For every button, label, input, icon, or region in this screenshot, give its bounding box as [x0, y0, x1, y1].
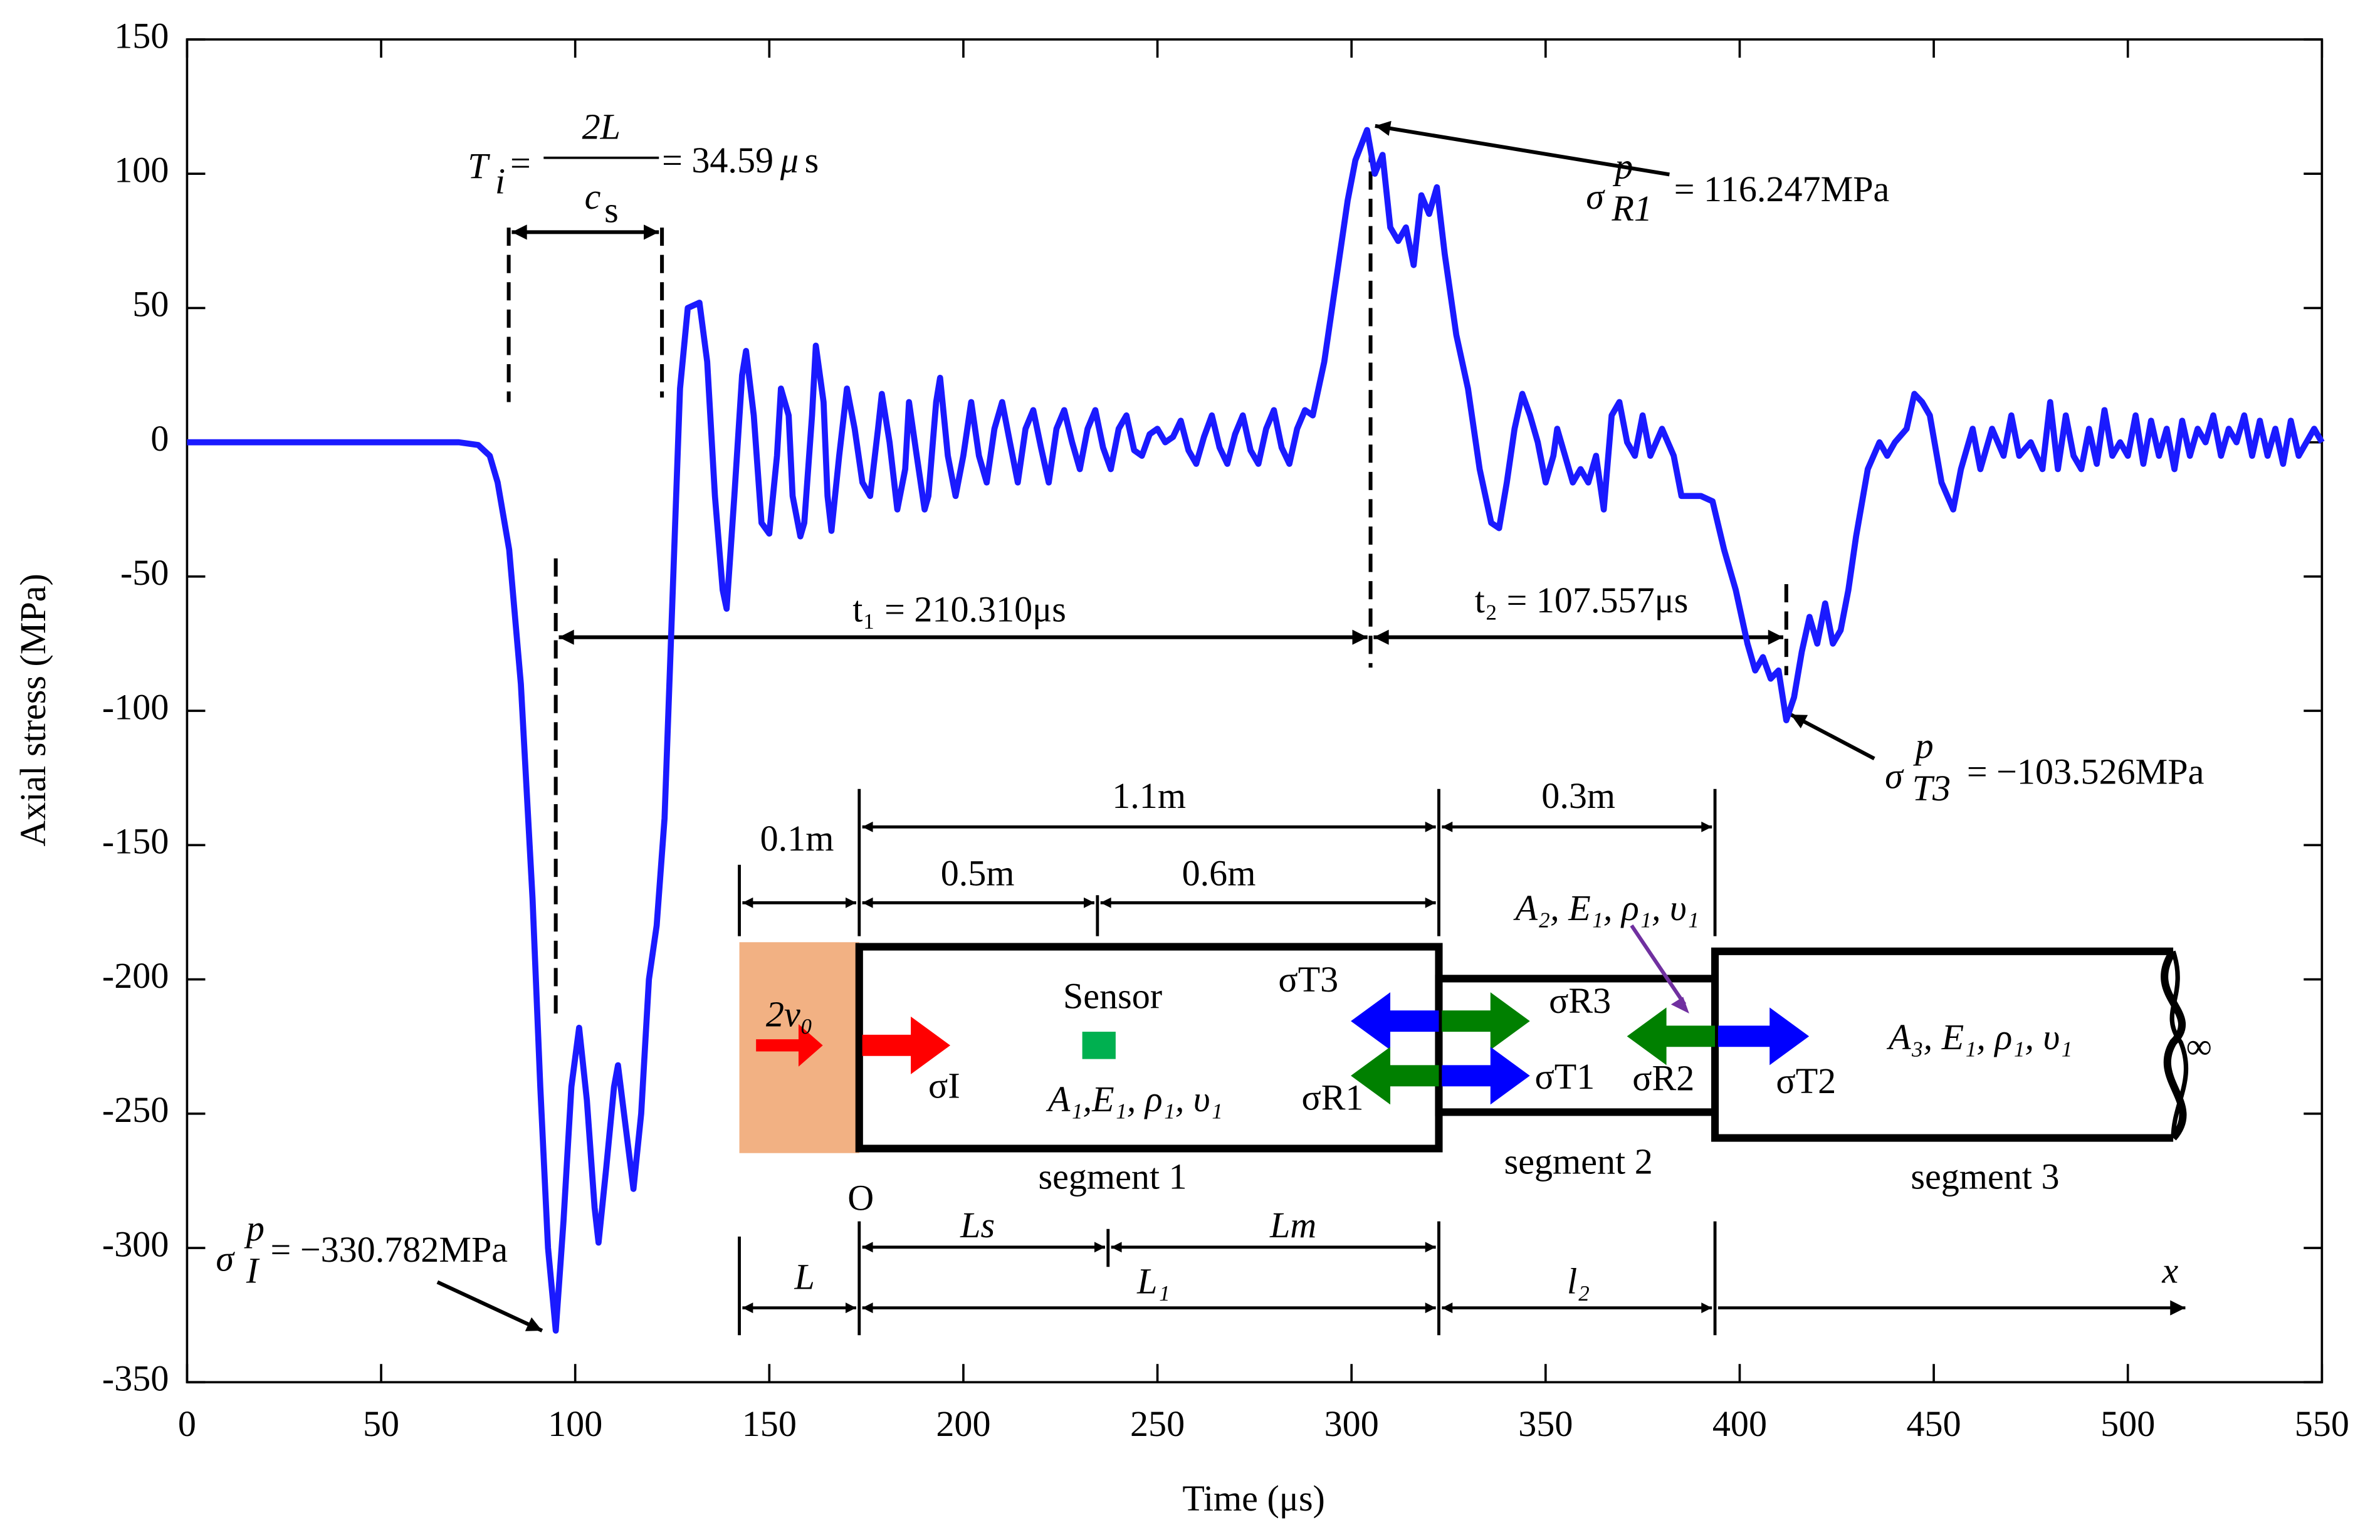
- inset-label: l₂: [1567, 1261, 1590, 1302]
- y-tick-label: -200: [102, 955, 169, 996]
- x-tick-label: 300: [1324, 1403, 1379, 1444]
- x-axis-label: Time (μs): [1182, 1478, 1324, 1519]
- inset-label: A₂, E₁, ρ₁, υ₁: [1513, 888, 1699, 928]
- annotation: p: [1913, 725, 1934, 766]
- annotation-lines: [436, 120, 1875, 1333]
- annotation: p: [1612, 145, 1633, 186]
- inset-label: O: [847, 1178, 874, 1218]
- x-tick-label: 350: [1518, 1403, 1573, 1444]
- y-tick-label: 100: [114, 149, 169, 190]
- inset-diagram: [738, 788, 2189, 1336]
- inset-label: A₁,E₁, ρ₁, υ₁: [1046, 1079, 1223, 1119]
- inset-label: σR1: [1301, 1077, 1363, 1118]
- inset-label: σR3: [1549, 980, 1611, 1021]
- x-tick-label: 200: [936, 1403, 990, 1444]
- x-tick-label: 250: [1130, 1403, 1185, 1444]
- annotation: s: [805, 140, 819, 181]
- x-tick-label: 500: [2100, 1403, 2155, 1444]
- inset-label: σT2: [1776, 1061, 1836, 1101]
- y-tick-label: -150: [102, 821, 169, 862]
- annotation: t₂ = 107.557μs: [1475, 580, 1689, 621]
- y-axis-label: Axial stress (MPa): [13, 574, 53, 847]
- inset-label: 2v₀: [766, 994, 813, 1035]
- inset-label: 1.1m: [1112, 775, 1186, 816]
- annotation: = −103.526MPa: [1967, 751, 2204, 792]
- inset-label: x: [2161, 1250, 2178, 1291]
- x-tick-label: 450: [1907, 1403, 1961, 1444]
- inset-label: ∞: [2186, 1025, 2212, 1066]
- x-tick-label: 0: [178, 1403, 196, 1444]
- inset-label: σT3: [1278, 959, 1338, 1000]
- x-tick-label: 50: [363, 1403, 399, 1444]
- annotation: s: [604, 190, 619, 231]
- annotation: p: [244, 1208, 265, 1249]
- annotation: σ: [1885, 756, 1904, 797]
- inset-label: Lm: [1269, 1205, 1316, 1245]
- inset-label: segment 2: [1504, 1141, 1653, 1181]
- y-tick-label: -350: [102, 1358, 169, 1399]
- inset-label: A₃, E₁, ρ₁, υ₁: [1886, 1017, 2072, 1057]
- inset-label: segment 3: [1911, 1156, 2059, 1197]
- inset-label: σI: [928, 1065, 960, 1106]
- x-tick-label: 150: [742, 1403, 797, 1444]
- annotation: R1: [1611, 188, 1652, 229]
- annotation: = −330.782MPa: [271, 1229, 508, 1270]
- annotation: c: [585, 176, 601, 217]
- inset-label: segment 1: [1038, 1156, 1187, 1197]
- annotation: =: [510, 143, 531, 184]
- x-tick-label: 100: [548, 1403, 602, 1444]
- inset-label: σT1: [1534, 1056, 1595, 1097]
- data-line: [187, 127, 2325, 1334]
- y-tick-label: 0: [150, 418, 169, 459]
- annotation: 2L: [582, 107, 621, 147]
- inset-label: L₁: [1136, 1261, 1170, 1302]
- y-tick-label: 50: [132, 284, 169, 325]
- annotation: = 34.59: [662, 140, 773, 181]
- annotation: σ: [216, 1238, 235, 1279]
- annotation: T: [468, 145, 490, 186]
- inset-label: L: [794, 1256, 814, 1297]
- x-tick-label: 400: [1712, 1403, 1767, 1444]
- annotation: μ: [780, 140, 799, 181]
- annotation: T3: [1912, 768, 1951, 809]
- inset-label: 0.3m: [1541, 775, 1615, 816]
- y-tick-label: -250: [102, 1089, 169, 1130]
- y-tick-label: -100: [102, 686, 169, 727]
- annotation: σ: [1586, 176, 1605, 217]
- inset-label: 0.6m: [1182, 852, 1256, 893]
- y-tick-label: -50: [120, 552, 169, 593]
- inset-label: 0.5m: [941, 852, 1015, 893]
- y-tick-label: -300: [102, 1223, 169, 1264]
- y-tick-label: 150: [114, 15, 169, 56]
- annotation: = 116.247MPa: [1674, 169, 1890, 209]
- annotation: I: [246, 1250, 260, 1291]
- x-tick-label: 550: [2295, 1403, 2349, 1444]
- inset-label: 0.1m: [760, 818, 834, 859]
- annotation: t₁ = 210.310μs: [852, 589, 1066, 629]
- inset-label: σR2: [1632, 1057, 1694, 1098]
- inset-label: Ls: [960, 1205, 995, 1245]
- inset-label: Sensor: [1063, 976, 1162, 1017]
- annotation: i: [495, 161, 505, 202]
